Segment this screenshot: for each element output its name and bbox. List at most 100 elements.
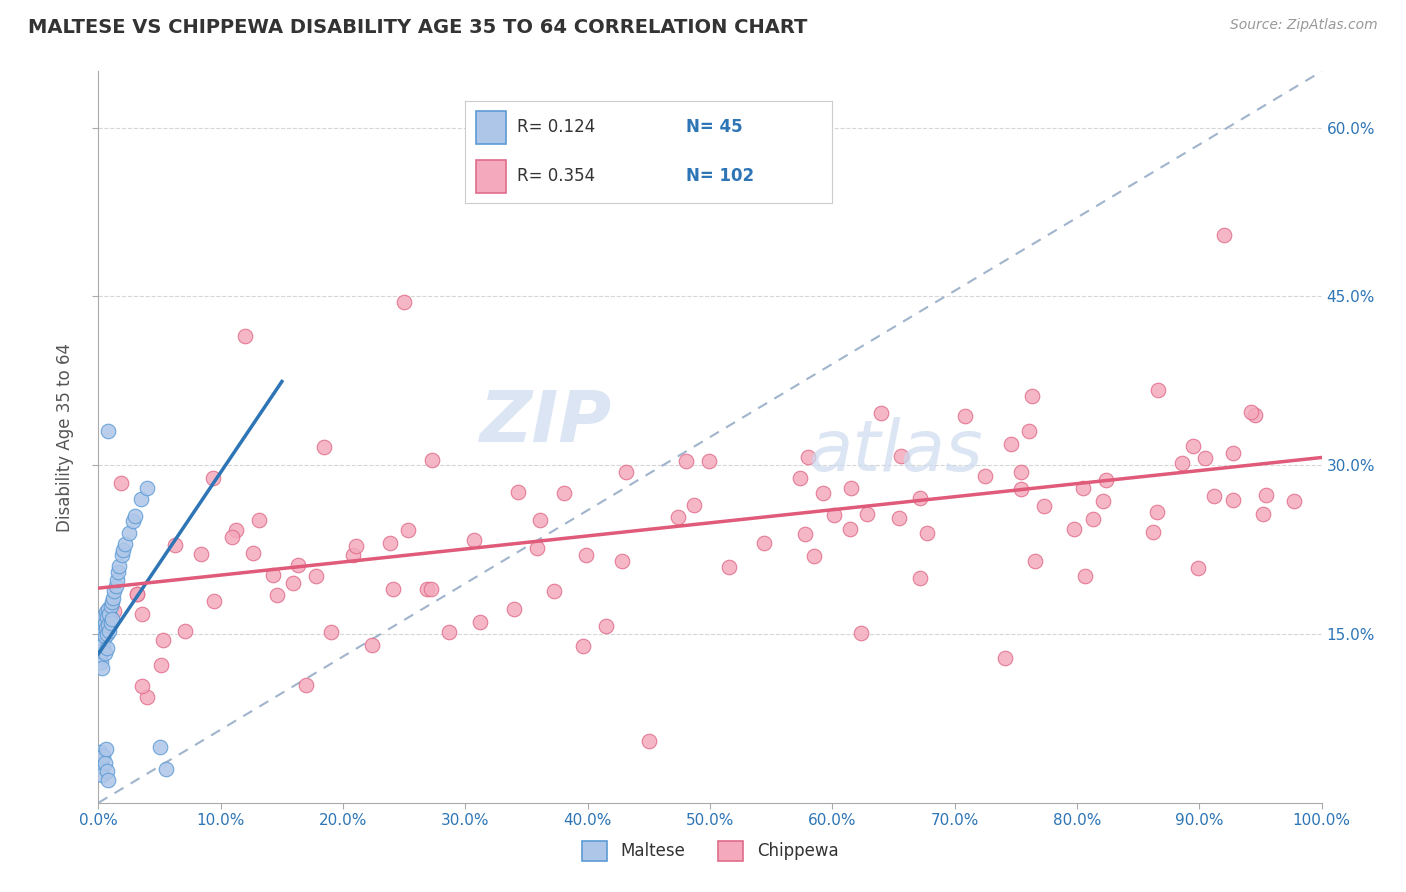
- Point: [97, 618, 120, 632]
- Point: [1018, 425, 1040, 439]
- Point: [93, 756, 115, 771]
- Point: [127, 587, 149, 601]
- Point: [96, 627, 118, 641]
- Point: [221, 530, 243, 544]
- Point: [1251, 508, 1274, 522]
- Point: [1000, 437, 1022, 451]
- Point: [908, 491, 931, 506]
- Point: [305, 569, 328, 583]
- Point: [312, 440, 335, 454]
- Point: [856, 507, 879, 521]
- Point: [793, 526, 815, 541]
- Point: [149, 739, 172, 754]
- Point: [346, 539, 368, 553]
- Point: [90, 627, 112, 641]
- Point: [870, 406, 893, 420]
- Point: [94, 605, 117, 619]
- Point: [682, 498, 704, 512]
- Point: [283, 575, 305, 590]
- Point: [1095, 473, 1118, 487]
- Point: [93, 646, 115, 660]
- Point: [100, 615, 122, 630]
- Point: [121, 515, 143, 529]
- Point: [155, 762, 177, 776]
- Point: [526, 541, 548, 556]
- Point: [1222, 446, 1244, 460]
- Point: [114, 537, 136, 551]
- Point: [610, 554, 633, 568]
- Point: [98, 624, 121, 638]
- Point: [91, 661, 114, 675]
- Point: [419, 582, 441, 596]
- Point: [90, 753, 112, 767]
- Point: [1032, 499, 1054, 513]
- Point: [149, 657, 172, 672]
- Point: [287, 558, 309, 572]
- Point: [129, 491, 152, 506]
- Point: [107, 565, 129, 579]
- Point: [173, 624, 195, 639]
- Point: [96, 640, 118, 655]
- Point: [131, 679, 153, 693]
- Point: [91, 760, 114, 774]
- Point: [294, 678, 316, 692]
- Point: [91, 627, 114, 641]
- Point: [1073, 568, 1095, 582]
- Point: [97, 425, 120, 439]
- Point: [93, 629, 115, 643]
- Y-axis label: Disability Age 35 to 64: Disability Age 35 to 64: [56, 343, 75, 532]
- Point: [675, 454, 697, 468]
- Point: [614, 465, 637, 479]
- Point: [396, 523, 419, 537]
- Point: [93, 615, 115, 630]
- Point: [1081, 512, 1104, 526]
- Point: [823, 508, 845, 522]
- Point: [127, 587, 149, 601]
- Point: [994, 651, 1017, 665]
- Point: [887, 510, 910, 524]
- Point: [468, 615, 491, 629]
- Point: [101, 612, 124, 626]
- Point: [94, 741, 117, 756]
- Point: [242, 546, 264, 560]
- Point: [849, 625, 872, 640]
- Point: [91, 644, 114, 658]
- Point: [91, 748, 114, 763]
- Point: [96, 764, 118, 779]
- Point: [595, 619, 617, 633]
- Text: ZIP: ZIP: [479, 388, 612, 457]
- Point: [342, 548, 364, 562]
- Point: [1071, 481, 1094, 495]
- Point: [262, 568, 284, 582]
- Point: [803, 549, 825, 563]
- Legend: Maltese, Chippewa: Maltese, Chippewa: [575, 834, 845, 868]
- Point: [96, 610, 118, 624]
- Point: [98, 607, 121, 621]
- Point: [266, 588, 288, 602]
- Point: [392, 295, 416, 310]
- Point: [1063, 522, 1085, 536]
- Point: [91, 638, 114, 652]
- Point: [503, 601, 526, 615]
- Point: [1010, 482, 1032, 496]
- Point: [97, 602, 120, 616]
- Point: [136, 690, 159, 704]
- Point: [94, 621, 117, 635]
- Text: Source: ZipAtlas.com: Source: ZipAtlas.com: [1230, 18, 1378, 32]
- Point: [378, 536, 401, 550]
- Point: [572, 639, 595, 653]
- Point: [110, 476, 132, 491]
- Point: [97, 773, 120, 788]
- Point: [91, 767, 114, 781]
- Point: [553, 485, 575, 500]
- Point: [190, 547, 212, 561]
- Point: [718, 560, 741, 574]
- Point: [100, 599, 122, 613]
- Point: [1092, 493, 1115, 508]
- Point: [131, 607, 153, 621]
- Point: [136, 481, 159, 495]
- Point: [163, 538, 186, 552]
- Point: [91, 610, 114, 624]
- Point: [105, 573, 128, 587]
- Point: [103, 584, 125, 599]
